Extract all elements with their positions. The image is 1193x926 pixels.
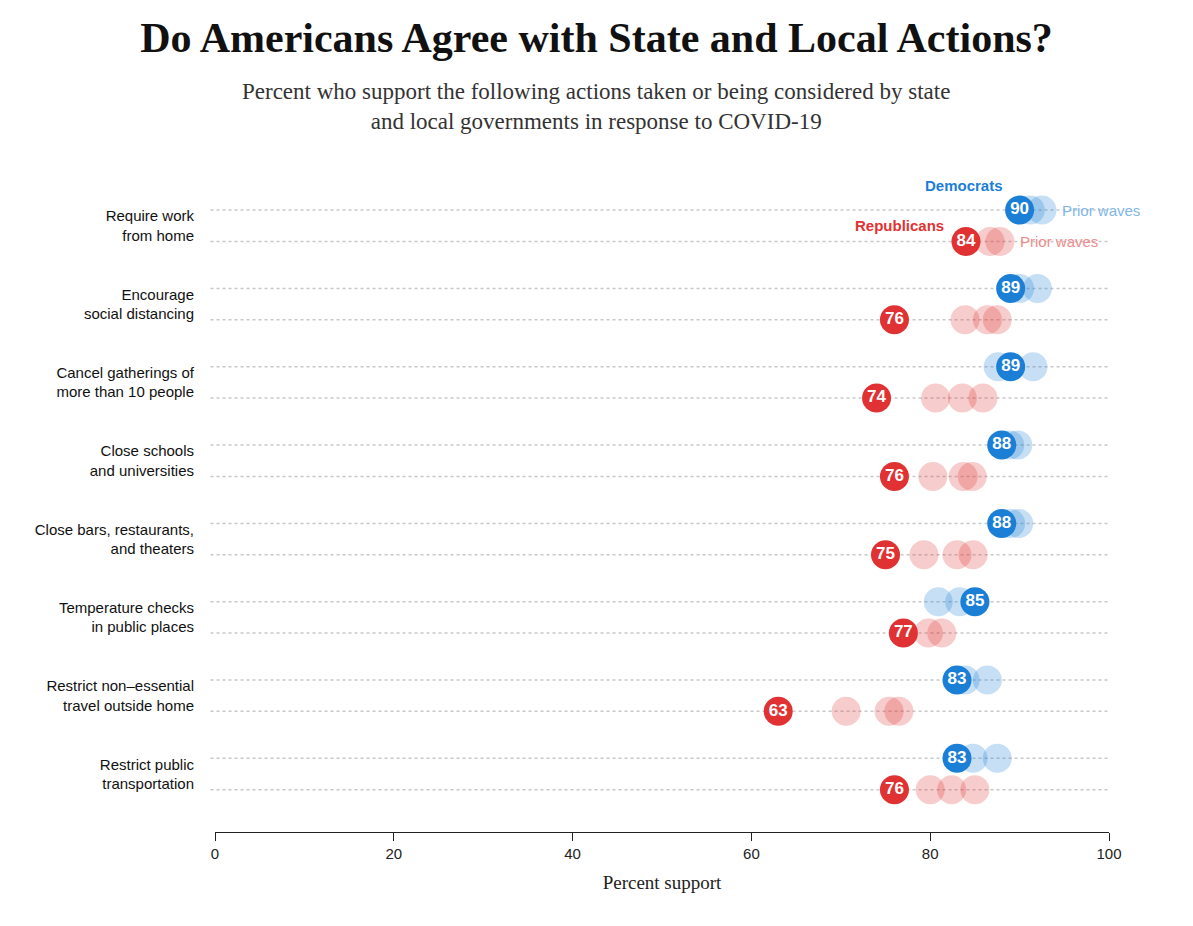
svg-text:84: 84 [956,231,975,250]
svg-text:Close schoolsand universities: Close schoolsand universities [90,442,194,479]
svg-text:Republicans: Republicans [855,217,944,234]
svg-text:63: 63 [769,701,788,720]
svg-text:83: 83 [948,748,967,767]
svg-text:89: 89 [1001,278,1020,297]
svg-text:Prior waves: Prior waves [1062,202,1140,219]
svg-text:0: 0 [211,845,219,862]
svg-text:Encouragesocial distancing: Encouragesocial distancing [84,286,194,323]
svg-text:80: 80 [922,845,939,862]
svg-text:Prior waves: Prior waves [1020,233,1098,250]
svg-text:Cancel gatherings ofmore than: Cancel gatherings ofmore than 10 people [56,364,194,401]
svg-text:83: 83 [948,669,967,688]
svg-text:100: 100 [1096,845,1121,862]
svg-text:Percent support: Percent support [603,872,722,893]
svg-text:76: 76 [885,309,904,328]
svg-text:20: 20 [385,845,402,862]
svg-text:74: 74 [867,387,886,406]
svg-text:40: 40 [564,845,581,862]
svg-text:76: 76 [885,466,904,485]
svg-text:89: 89 [1001,356,1020,375]
svg-text:75: 75 [876,544,895,563]
svg-text:Do Americans Agree with State: Do Americans Agree with State and Local … [140,15,1053,61]
svg-text:Restrict publictransportation: Restrict publictransportation [100,756,195,793]
svg-text:77: 77 [894,622,913,641]
svg-text:Temperature checksin public pl: Temperature checksin public places [59,599,194,636]
svg-text:88: 88 [992,434,1011,453]
svg-text:85: 85 [965,591,984,610]
svg-text:60: 60 [743,845,760,862]
svg-text:88: 88 [992,513,1011,532]
svg-text:Require workfrom home: Require workfrom home [106,207,195,244]
svg-text:Democrats: Democrats [925,177,1003,194]
svg-text:Restrict non–essentialtravel o: Restrict non–essentialtravel outside hom… [46,677,194,714]
svg-text:76: 76 [885,779,904,798]
svg-text:Percent who support the follow: Percent who support the following action… [242,79,950,134]
svg-text:Close bars, restaurants,and th: Close bars, restaurants,and theaters [35,521,194,558]
svg-text:90: 90 [1010,199,1029,218]
